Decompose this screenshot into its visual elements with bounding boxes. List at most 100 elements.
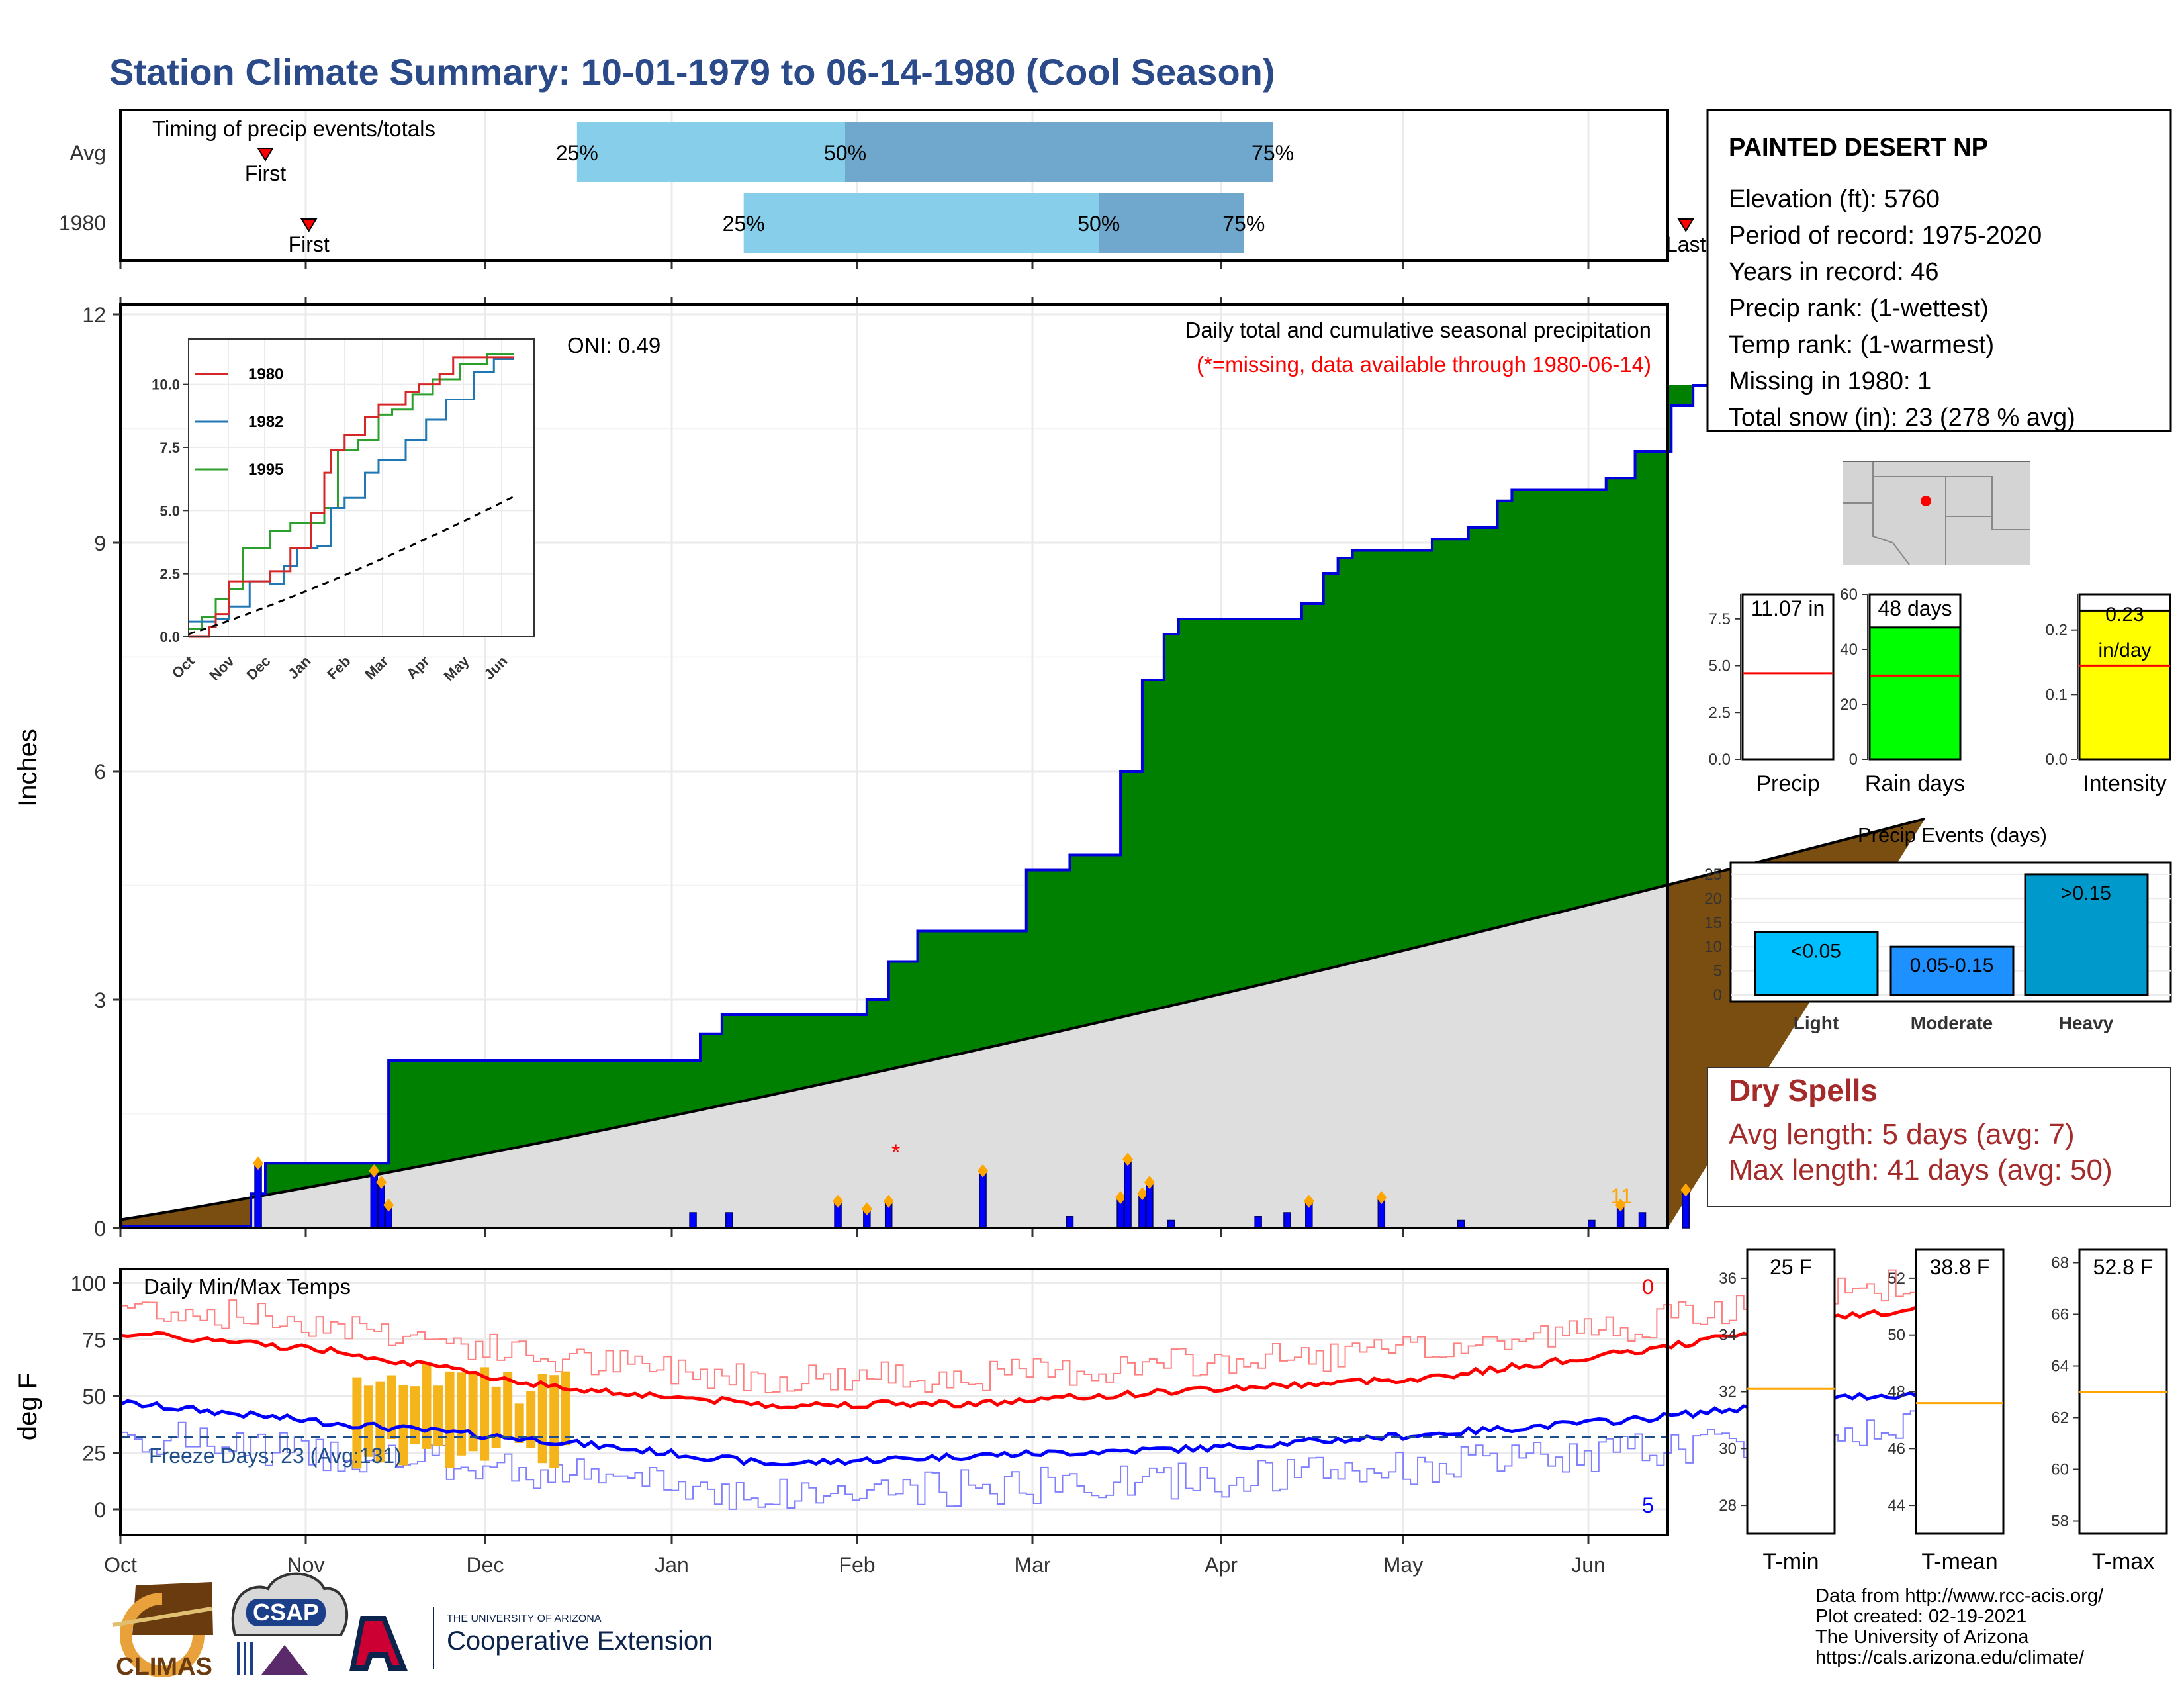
temp-summary-label: T-mean <box>1921 1549 1997 1574</box>
y-tick-label: 100 <box>71 1272 106 1295</box>
mini-category-label: Rain days <box>1865 771 1965 796</box>
month-tick-label: Apr <box>1205 1553 1238 1577</box>
freeze-day-bar <box>352 1377 362 1469</box>
timing-marker-label: Last <box>1666 232 1706 256</box>
main-annotation-missing: (*=missing, data available through 1980-… <box>1197 352 1651 377</box>
temp-summary-value: 52.8 F <box>2093 1255 2154 1279</box>
y-tick-label: 0 <box>94 1498 106 1522</box>
timing-marker-label: First <box>289 232 330 256</box>
daily-precip-bar <box>1254 1216 1262 1229</box>
station-info-line: Precip rank: (1-wettest) <box>1729 295 1989 322</box>
month-tick-label: Oct <box>104 1553 137 1577</box>
precip-events-title: Precip Events (days) <box>1858 823 2047 847</box>
mini-tick-label: 0.1 <box>2046 686 2068 704</box>
temp-summary-tick-label: 36 <box>1719 1270 1737 1288</box>
freeze-day-bar <box>561 1371 570 1446</box>
precip-count-label: 11 <box>1610 1184 1632 1208</box>
temp-summary-tick-label: 66 <box>2051 1306 2069 1324</box>
cumulative-precip-line <box>120 383 1933 1228</box>
tmin-count-label: 5 <box>1642 1493 1654 1517</box>
mini-bar <box>1741 593 1835 761</box>
freeze-day-bar <box>445 1371 455 1468</box>
mini-tick-label: 5.0 <box>1709 657 1731 675</box>
precip-events-panel: Precip Events (days) 0 5 10 15 20 25 <0.05 Ligh… <box>1704 823 2172 1033</box>
legend-label: 1982 <box>248 413 283 431</box>
credit-line: https://cals.arizona.edu/climate/ <box>1815 1647 2085 1668</box>
locator-map <box>1843 461 2030 565</box>
month-tick-label: Dec <box>467 1553 504 1577</box>
events-tick-label: 25 <box>1704 866 1722 884</box>
mini-value-label: 48 days <box>1878 596 1952 620</box>
mini-tick-label: 60 <box>1840 586 1858 604</box>
temp-summary-tick-label: 62 <box>2051 1409 2069 1427</box>
summary-mini-bars: 0.0 2.5 5.0 7.5 11.07 in Precip 0 20 40 60 48 days… <box>1709 586 2171 796</box>
precip-marker <box>883 1194 894 1208</box>
daily-precip-bar <box>370 1170 378 1229</box>
dry-spells-avg: Avg length: 5 days (avg: 7) <box>1729 1118 2075 1150</box>
timing-percentile-label: 75% <box>1222 212 1265 236</box>
y-tick-label: 6 <box>94 760 106 784</box>
credit-line: Plot created: 02-19-2021 <box>1815 1606 2026 1627</box>
station-location-dot <box>1921 496 1931 506</box>
mini-bar <box>1868 626 1962 761</box>
avg-tmax-line <box>120 1301 1970 1410</box>
station-info-box: PAINTED DESERT NP Elevation (ft): 5760 Pe… <box>1706 109 2172 432</box>
dry-spells-max: Max length: 41 days (avg: 50) <box>1729 1154 2113 1186</box>
main-ylabel: Inches <box>13 729 42 807</box>
month-tick-label: Mar <box>1014 1553 1050 1577</box>
temp-summary-tick-label: 28 <box>1719 1497 1737 1515</box>
daily-precip-bar <box>254 1162 262 1229</box>
y-tick-label: 50 <box>82 1385 106 1409</box>
y-tick-label: 0 <box>94 1217 106 1241</box>
svg-text:CSAP: CSAP <box>253 1599 319 1626</box>
legend-label: 1980 <box>248 365 283 383</box>
temp-summary-frame <box>1915 1248 2005 1535</box>
daily-precip-bar <box>1124 1158 1132 1229</box>
daily-precip-bar <box>1066 1216 1074 1229</box>
main-annotation-title: Daily total and cumulative seasonal prec… <box>1185 318 1651 342</box>
events-category-label: Heavy <box>2059 1013 2114 1033</box>
freeze-day-bar <box>480 1367 490 1461</box>
freeze-day-bar <box>410 1386 420 1444</box>
timing-marker-label: First <box>245 162 286 185</box>
precip-marker <box>369 1164 380 1178</box>
precip-marker <box>1115 1191 1126 1204</box>
csap-logo: CSAP <box>231 1572 348 1675</box>
svg-text:THE UNIVERSITY OF ARIZONA: THE UNIVERSITY OF ARIZONA <box>447 1613 602 1624</box>
freeze-day-bar <box>537 1374 547 1464</box>
station-info-line: Elevation (ft): 5760 <box>1729 185 1940 213</box>
timing-marker-triangle <box>300 218 318 232</box>
freeze-day-bar <box>491 1386 501 1448</box>
freeze-day-bar <box>503 1372 513 1440</box>
daily-precip-bar <box>1146 1182 1154 1229</box>
month-axis: Oct Nov Dec Jan Feb Mar Apr May Jun <box>104 1553 1606 1577</box>
inset-y-tick-label: 10.0 <box>152 377 180 393</box>
temp-summary-tick-label: 34 <box>1719 1327 1737 1344</box>
temp-summary-tick-label: 68 <box>2051 1254 2069 1272</box>
mini-tick-label: 0.0 <box>1709 751 1731 769</box>
station-info-line: Years in record: 46 <box>1729 258 1939 286</box>
timing-percentile-label: 50% <box>1077 212 1120 236</box>
dry-spells-title: Dry Spells <box>1729 1073 1878 1107</box>
mini-tick-label: 0.0 <box>2046 751 2068 769</box>
precip-marker <box>1615 1198 1626 1212</box>
temp-summary-tick-label: 44 <box>1888 1497 1905 1515</box>
svg-text:CLIMAS: CLIMAS <box>116 1653 212 1681</box>
month-tick-label: Feb <box>839 1553 875 1577</box>
mini-tick-label: 20 <box>1840 696 1858 714</box>
precip-marker <box>376 1176 387 1189</box>
inset-y-tick-label: 0.0 <box>159 629 180 645</box>
temp-summary-tick-label: 52 <box>1888 1270 1905 1288</box>
y-tick-label: 9 <box>94 532 106 555</box>
temp-summary-tick-label: 48 <box>1888 1383 1905 1401</box>
inset-y-tick-label: 2.5 <box>159 566 180 583</box>
svg-text:Cooperative Extension: Cooperative Extension <box>447 1626 713 1656</box>
freeze-day-bar <box>422 1363 432 1449</box>
station-name: PAINTED DESERT NP <box>1729 134 1988 162</box>
mini-tick-label: 40 <box>1840 641 1858 659</box>
precip-marker <box>1136 1187 1148 1201</box>
events-category-label: Light <box>1794 1013 1839 1033</box>
credit-line: Data from http://www.rcc-acis.org/ <box>1815 1585 2104 1607</box>
